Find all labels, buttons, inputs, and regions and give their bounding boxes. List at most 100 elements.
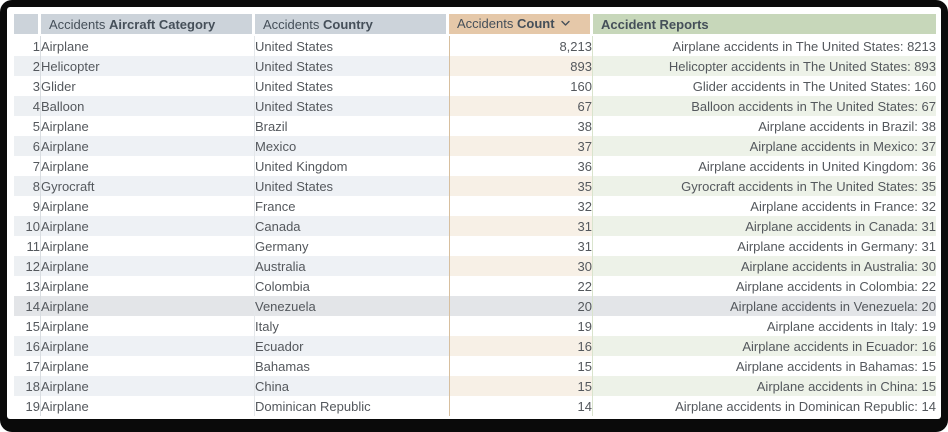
- cell-count[interactable]: 30: [449, 256, 593, 276]
- cell-report[interactable]: Airplane accidents in United Kingdom: 36: [593, 156, 936, 176]
- cell-count[interactable]: 15: [449, 376, 593, 396]
- cell-report[interactable]: Airplane accidents in Bahamas: 15: [593, 356, 936, 376]
- cell-count[interactable]: 38: [449, 116, 593, 136]
- cell-report[interactable]: Airplane accidents in Venezuela: 20: [593, 296, 936, 316]
- cell-category[interactable]: Glider: [41, 76, 255, 96]
- table-row[interactable]: 14 Airplane Venezuela 20 Airplane accide…: [14, 296, 936, 316]
- cell-category[interactable]: Airplane: [41, 136, 255, 156]
- table-row[interactable]: 15 Airplane Italy 19 Airplane accidents …: [14, 316, 936, 336]
- cell-category[interactable]: Airplane: [41, 376, 255, 396]
- table-row[interactable]: 10 Airplane Canada 31 Airplane accidents…: [14, 216, 936, 236]
- cell-category[interactable]: Airplane: [41, 336, 255, 356]
- table-row[interactable]: 17 Airplane Bahamas 15 Airplane accident…: [14, 356, 936, 376]
- cell-count[interactable]: 160: [449, 76, 593, 96]
- cell-category[interactable]: Airplane: [41, 36, 255, 56]
- cell-country[interactable]: France: [255, 196, 449, 216]
- cell-country[interactable]: United States: [255, 36, 449, 56]
- cell-count[interactable]: 36: [449, 156, 593, 176]
- cell-country[interactable]: Venezuela: [255, 296, 449, 316]
- table-row[interactable]: 7 Airplane United Kingdom 36 Airplane ac…: [14, 156, 936, 176]
- table-row[interactable]: 18 Airplane China 15 Airplane accidents …: [14, 376, 936, 396]
- column-header-aircraft-category[interactable]: Accidents Aircraft Category: [41, 14, 255, 36]
- cell-country[interactable]: United States: [255, 176, 449, 196]
- cell-count[interactable]: 31: [449, 236, 593, 256]
- cell-category[interactable]: Airplane: [41, 156, 255, 176]
- table-row[interactable]: 12 Airplane Australia 30 Airplane accide…: [14, 256, 936, 276]
- cell-category[interactable]: Airplane: [41, 296, 255, 316]
- cell-category[interactable]: Gyrocraft: [41, 176, 255, 196]
- table-row[interactable]: 11 Airplane Germany 31 Airplane accident…: [14, 236, 936, 256]
- cell-report[interactable]: Airplane accidents in Germany: 31: [593, 236, 936, 256]
- cell-country[interactable]: Mexico: [255, 136, 449, 156]
- cell-country[interactable]: United States: [255, 76, 449, 96]
- cell-count[interactable]: 35: [449, 176, 593, 196]
- cell-count[interactable]: 8,213: [449, 36, 593, 56]
- cell-report[interactable]: Airplane accidents in Ecuador: 16: [593, 336, 936, 356]
- table-row[interactable]: 1 Airplane United States 8,213 Airplane …: [14, 36, 936, 56]
- cell-count[interactable]: 14: [449, 396, 593, 416]
- table-row[interactable]: 13 Airplane Colombia 22 Airplane acciden…: [14, 276, 936, 296]
- table-row[interactable]: 8 Gyrocraft United States 35 Gyrocraft a…: [14, 176, 936, 196]
- cell-category[interactable]: Airplane: [41, 116, 255, 136]
- cell-report[interactable]: Balloon accidents in The United States: …: [593, 96, 936, 116]
- column-header-accident-reports[interactable]: Accident Reports: [593, 14, 936, 36]
- cell-report[interactable]: Airplane accidents in Brazil: 38: [593, 116, 936, 136]
- cell-country[interactable]: United States: [255, 96, 449, 116]
- cell-report[interactable]: Airplane accidents in China: 15: [593, 376, 936, 396]
- cell-category[interactable]: Airplane: [41, 356, 255, 376]
- cell-count[interactable]: 15: [449, 356, 593, 376]
- cell-count[interactable]: 19: [449, 316, 593, 336]
- cell-report[interactable]: Airplane accidents in Dominican Republic…: [593, 396, 936, 416]
- cell-count[interactable]: 20: [449, 296, 593, 316]
- cell-category[interactable]: Airplane: [41, 256, 255, 276]
- table-row[interactable]: 6 Airplane Mexico 37 Airplane accidents …: [14, 136, 936, 156]
- cell-count[interactable]: 67: [449, 96, 593, 116]
- cell-report[interactable]: Airplane accidents in France: 32: [593, 196, 936, 216]
- cell-category[interactable]: Airplane: [41, 276, 255, 296]
- cell-country[interactable]: United States: [255, 56, 449, 76]
- table-row[interactable]: 4 Balloon United States 67 Balloon accid…: [14, 96, 936, 116]
- cell-category[interactable]: Airplane: [41, 316, 255, 336]
- cell-report[interactable]: Airplane accidents in The United States:…: [593, 36, 936, 56]
- cell-country[interactable]: Dominican Republic: [255, 396, 449, 416]
- cell-category[interactable]: Airplane: [41, 216, 255, 236]
- table-row[interactable]: 3 Glider United States 160 Glider accide…: [14, 76, 936, 96]
- cell-report[interactable]: Airplane accidents in Mexico: 37: [593, 136, 936, 156]
- cell-count[interactable]: 893: [449, 56, 593, 76]
- cell-country[interactable]: Colombia: [255, 276, 449, 296]
- cell-count[interactable]: 22: [449, 276, 593, 296]
- cell-category[interactable]: Helicopter: [41, 56, 255, 76]
- cell-report[interactable]: Airplane accidents in Canada: 31: [593, 216, 936, 236]
- cell-report[interactable]: Helicopter accidents in The United State…: [593, 56, 936, 76]
- cell-report[interactable]: Airplane accidents in Italy: 19: [593, 316, 936, 336]
- cell-country[interactable]: China: [255, 376, 449, 396]
- table-row[interactable]: 16 Airplane Ecuador 16 Airplane accident…: [14, 336, 936, 356]
- cell-count[interactable]: 32: [449, 196, 593, 216]
- cell-country[interactable]: Canada: [255, 216, 449, 236]
- cell-report[interactable]: Airplane accidents in Australia: 30: [593, 256, 936, 276]
- cell-category[interactable]: Balloon: [41, 96, 255, 116]
- cell-count[interactable]: 16: [449, 336, 593, 356]
- cell-count[interactable]: 31: [449, 216, 593, 236]
- cell-report[interactable]: Glider accidents in The United States: 1…: [593, 76, 936, 96]
- cell-country[interactable]: Brazil: [255, 116, 449, 136]
- cell-country[interactable]: Bahamas: [255, 356, 449, 376]
- column-header-count[interactable]: Accidents Count: [449, 14, 593, 36]
- table-row[interactable]: 5 Airplane Brazil 38 Airplane accidents …: [14, 116, 936, 136]
- table-row[interactable]: 9 Airplane France 32 Airplane accidents …: [14, 196, 936, 216]
- table-row[interactable]: 2 Helicopter United States 893 Helicopte…: [14, 56, 936, 76]
- cell-category[interactable]: Airplane: [41, 236, 255, 256]
- cell-country[interactable]: United Kingdom: [255, 156, 449, 176]
- cell-country[interactable]: Germany: [255, 236, 449, 256]
- cell-country[interactable]: Australia: [255, 256, 449, 276]
- cell-country[interactable]: Ecuador: [255, 336, 449, 356]
- cell-report[interactable]: Airplane accidents in Colombia: 22: [593, 276, 936, 296]
- cell-report[interactable]: Gyrocraft accidents in The United States…: [593, 176, 936, 196]
- chevron-down-icon[interactable]: [560, 17, 571, 32]
- cell-country[interactable]: Italy: [255, 316, 449, 336]
- column-header-country[interactable]: Accidents Country: [255, 14, 449, 36]
- cell-category[interactable]: Airplane: [41, 196, 255, 216]
- cell-count[interactable]: 37: [449, 136, 593, 156]
- table-row[interactable]: 19 Airplane Dominican Republic 14 Airpla…: [14, 396, 936, 416]
- cell-category[interactable]: Airplane: [41, 396, 255, 416]
